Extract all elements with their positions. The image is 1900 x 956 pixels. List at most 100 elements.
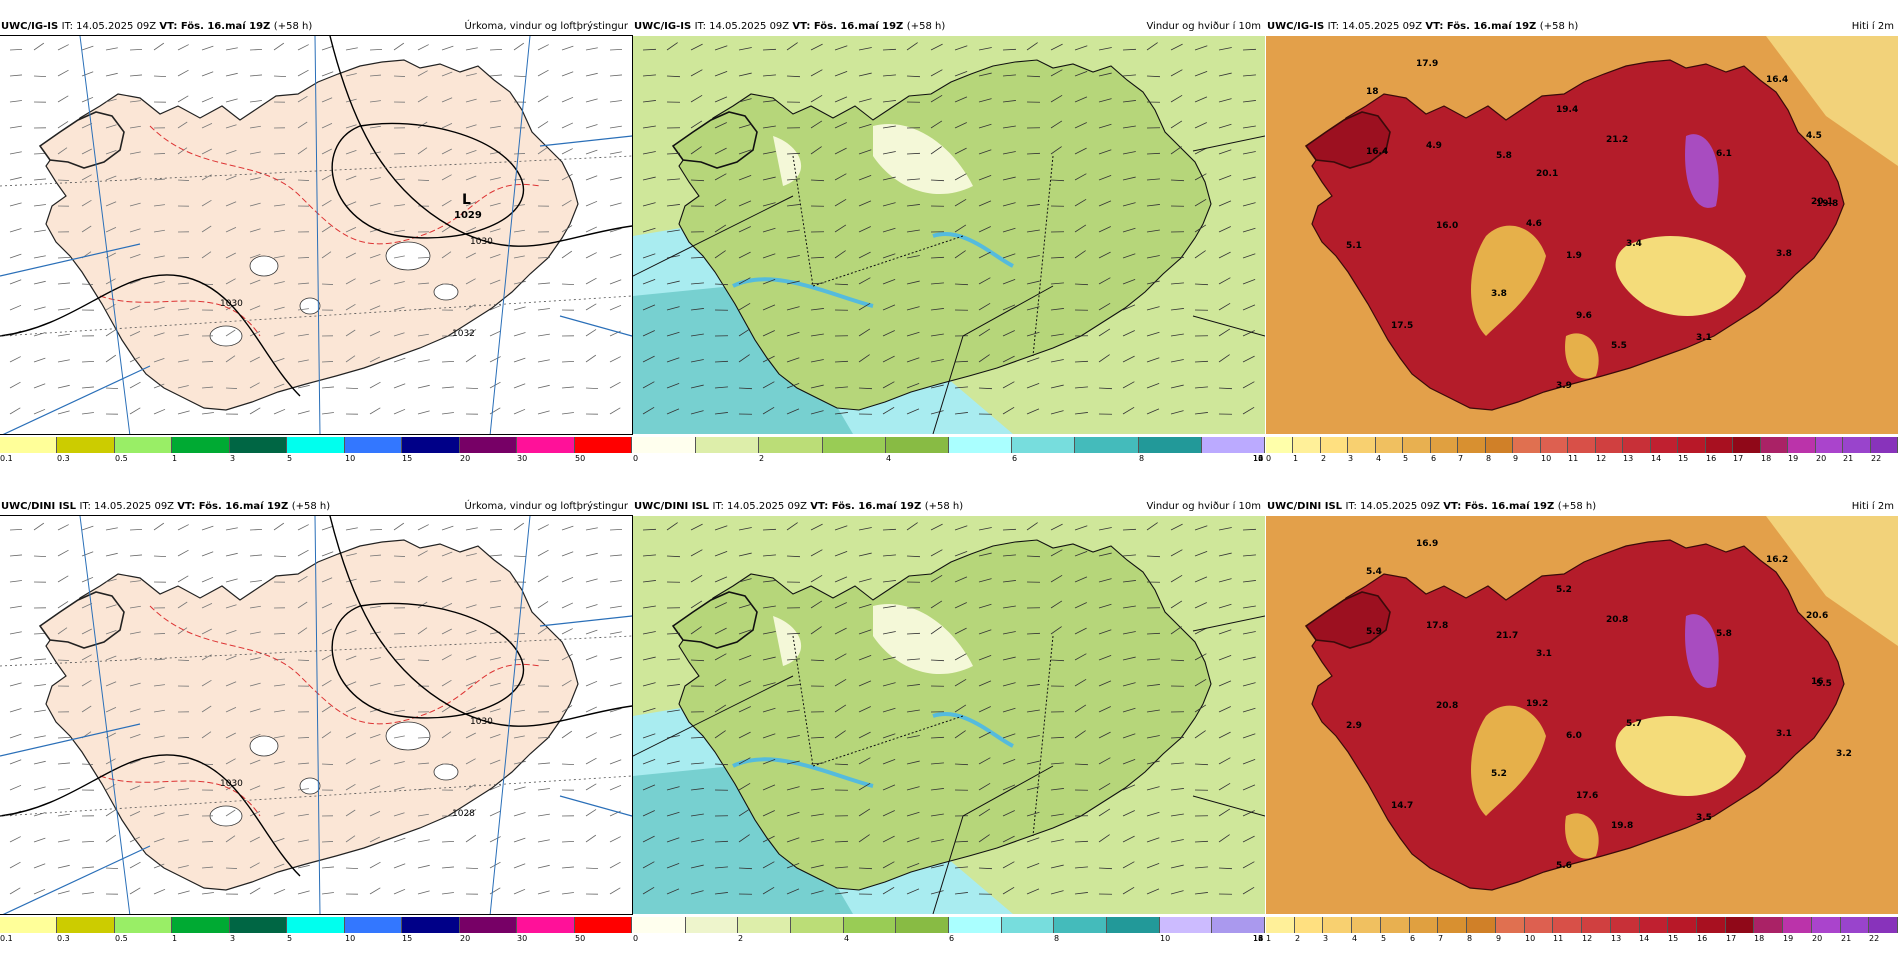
colorbar-swatch — [460, 437, 517, 453]
temperature-value: 5.7 — [1626, 719, 1642, 729]
colorbar-swatch — [230, 437, 287, 453]
colorbar-swatch — [1541, 437, 1568, 453]
lead-time: (+58 h) — [907, 21, 945, 32]
colorbar-tick: 22 — [1869, 934, 1879, 943]
model-name: UWC/IG-IS — [1267, 21, 1328, 32]
colorbar-swatch — [115, 437, 172, 453]
panel-title: Vindur og hviður í 10m — [1146, 20, 1261, 34]
colorbar-swatch — [1202, 437, 1265, 453]
temperature-value: 6.0 — [1566, 731, 1582, 741]
colorbar-swatch — [1266, 437, 1293, 453]
model-name: UWC/DINI ISL — [1, 501, 80, 512]
colorbar-tick: 9 — [1513, 454, 1518, 463]
panel-header: UWC/IG-IS IT: 14.05.2025 09Z VT: Fös. 16… — [634, 20, 1261, 34]
colorbar-tick: 8 — [1486, 454, 1491, 463]
panel-title: Úrkoma, vindur og loftþrýstingur — [465, 20, 628, 34]
colorbar-swatch — [0, 437, 57, 453]
colorbar-swatch — [1697, 917, 1726, 933]
temperature-value: 5.5 — [1611, 341, 1627, 351]
colorbar-tick: 0.1 — [0, 454, 13, 463]
colorbar-tick: 6 — [949, 934, 954, 943]
isobar-label: 1032 — [452, 329, 475, 339]
colorbar-swatch — [1075, 437, 1138, 453]
colorbar-swatch — [1788, 437, 1815, 453]
temperature-value: 17.5 — [1391, 321, 1413, 331]
temperature-value: 1.9 — [1566, 251, 1582, 261]
colorbar-swatch — [57, 917, 114, 933]
temperature-value: 3.1 — [1536, 649, 1552, 659]
colorbar-tick: 7 — [1458, 454, 1463, 463]
panel-header: UWC/DINI ISL IT: 14.05.2025 09Z VT: Fös.… — [634, 500, 1261, 514]
temperature-value: 5.8 — [1496, 151, 1512, 161]
temperature-value: 19.8 — [1611, 821, 1633, 831]
colorbar-swatch — [1841, 917, 1870, 933]
map-svg — [633, 516, 1265, 914]
temperature-value: 17.9 — [1416, 59, 1438, 69]
model-name: UWC/IG-IS — [634, 21, 695, 32]
colorbar-swatch — [1348, 437, 1375, 453]
glacier — [386, 722, 430, 750]
colorbar-swatch — [1323, 917, 1352, 933]
colorbar-swatch — [949, 917, 1002, 933]
colorbar-swatch — [686, 917, 739, 933]
colorbar-swatch — [1582, 917, 1611, 933]
temperature-value: 4.6 — [1526, 219, 1542, 229]
colorbar-swatch — [1139, 437, 1202, 453]
valid-time: VT: Fös. 16.maí 19Z — [1443, 501, 1557, 512]
temperature-value: 3.1 — [1776, 729, 1792, 739]
temperature-value: 16.2 — [1766, 555, 1788, 565]
temperature-value: 5.2 — [1556, 585, 1572, 595]
map-area[interactable] — [633, 516, 1265, 914]
colorbar-swatch — [1816, 437, 1843, 453]
colorbar-tick: 18 — [1761, 454, 1771, 463]
valid-time: VT: Fös. 16.maí 19Z — [1425, 21, 1539, 32]
colorbar-tick: 16 — [1697, 934, 1707, 943]
colorbar — [0, 437, 632, 453]
colorbar-swatch — [1623, 437, 1650, 453]
lead-time: (+58 h) — [925, 501, 963, 512]
temperature-value: 5.6 — [1556, 861, 1572, 871]
colorbar — [1266, 917, 1898, 933]
temperature-value: 16.9 — [1416, 539, 1438, 549]
colorbar-swatch — [460, 917, 517, 933]
temperature-value: 20.8 — [1606, 615, 1628, 625]
colorbar-swatch — [1002, 917, 1055, 933]
colorbar-swatch — [1513, 437, 1540, 453]
colorbar-tick: 13 — [1611, 934, 1621, 943]
colorbar-swatch — [1568, 437, 1595, 453]
colorbar-tick: 12 — [1596, 454, 1606, 463]
colorbar-swatch — [886, 437, 949, 453]
panel-header: UWC/DINI ISL IT: 14.05.2025 09Z VT: Fös.… — [1267, 500, 1894, 514]
colorbar-tick: 9 — [1496, 934, 1501, 943]
colorbar-tick: 4 — [886, 454, 891, 463]
colorbar-swatch — [1486, 437, 1513, 453]
colorbar-tick: 3 — [1348, 454, 1353, 463]
colorbar-swatch — [696, 437, 759, 453]
init-time: IT: 14.05.2025 09Z — [80, 501, 178, 512]
colorbar-swatch — [230, 917, 287, 933]
panel-title: Hiti í 2m — [1852, 20, 1894, 34]
temperature-value: 16.4 — [1766, 75, 1788, 85]
temperature-value: 5.1 — [1346, 241, 1362, 251]
colorbar-tick: 4 — [844, 934, 849, 943]
temperature-value: 16.0 — [1436, 221, 1458, 231]
temperature-value: 4.5 — [1806, 131, 1822, 141]
isobar-label: 1030 — [220, 779, 243, 789]
colorbar-swatch — [172, 917, 229, 933]
colorbar-swatch — [1754, 917, 1783, 933]
colorbar-swatch — [896, 917, 949, 933]
colorbar-swatch — [172, 437, 229, 453]
map-area[interactable] — [633, 36, 1265, 434]
colorbar-tick: 6 — [1012, 454, 1017, 463]
colorbar-swatch — [1640, 917, 1669, 933]
colorbar-tick: 12 — [1582, 934, 1592, 943]
colorbar-tick: 21 — [1841, 934, 1851, 943]
isobar-label: 1030 — [470, 717, 493, 727]
